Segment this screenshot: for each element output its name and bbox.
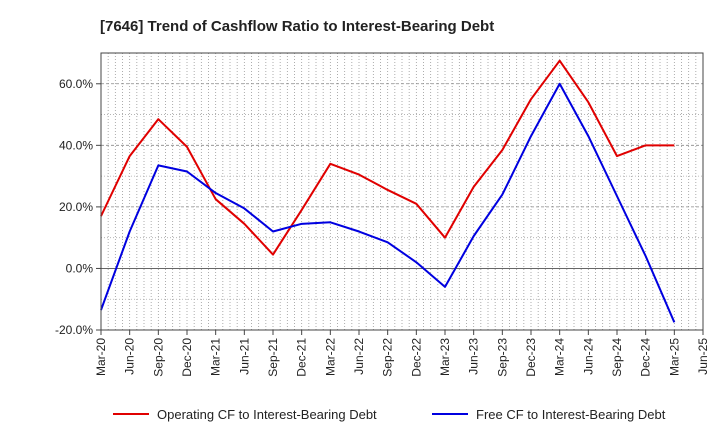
y-tick-label: 20.0% — [59, 200, 93, 214]
x-tick-label: Dec-23 — [524, 338, 538, 377]
series-lines — [100, 59, 676, 323]
x-tick-label: Jun-22 — [352, 338, 366, 375]
x-tick-label: Dec-24 — [639, 338, 653, 377]
chart-title: [7646] Trend of Cashflow Ratio to Intere… — [100, 18, 494, 35]
x-tick-label: Jun-20 — [123, 338, 137, 375]
x-tick-label: Mar-24 — [553, 338, 567, 376]
x-tick-label: Jun-23 — [467, 338, 481, 375]
y-tick-label: -20.0% — [55, 323, 93, 337]
legend: Operating CF to Interest-Bearing Debt Fre… — [113, 407, 666, 422]
x-tick-label: Sep-20 — [151, 338, 165, 377]
x-tick-label: Sep-24 — [610, 338, 624, 377]
x-tick-label: Mar-21 — [209, 338, 223, 376]
x-tick-label: Dec-21 — [295, 338, 309, 377]
x-tick-label: Sep-22 — [381, 338, 395, 377]
x-tick-label: Sep-21 — [266, 338, 280, 377]
y-tick-label: 40.0% — [59, 138, 93, 152]
x-axis-ticks: Mar-20 Jun-20 Sep-20 Dec-20 Mar-21 Jun-21 Sep-… — [94, 330, 710, 377]
x-tick-label: Mar-22 — [323, 338, 337, 376]
y-tick-label: 60.0% — [59, 77, 93, 91]
grid-lines — [101, 53, 703, 330]
x-tick-label: Jun-24 — [581, 338, 595, 375]
x-tick-label: Mar-23 — [438, 338, 452, 376]
legend-label-1: Operating CF to Interest-Bearing Debt — [157, 407, 377, 422]
y-axis-ticks: -20.0% 0.0% 20.0% 40.0% 60.0% — [55, 77, 101, 337]
series-line-2 — [100, 82, 676, 323]
x-tick-label: Dec-20 — [180, 338, 194, 377]
legend-label-2: Free CF to Interest-Bearing Debt — [476, 407, 666, 422]
x-tick-label: Jun-25 — [696, 338, 710, 375]
plot-area-frame — [100, 52, 704, 331]
x-tick-label: Dec-22 — [409, 338, 423, 377]
y-tick-label: 0.0% — [66, 261, 94, 275]
x-tick-label: Jun-21 — [237, 338, 251, 375]
series-line-1 — [100, 59, 675, 256]
x-tick-label: Sep-23 — [495, 338, 509, 377]
x-tick-label: Mar-25 — [667, 338, 681, 376]
x-tick-label: Mar-20 — [94, 338, 108, 376]
